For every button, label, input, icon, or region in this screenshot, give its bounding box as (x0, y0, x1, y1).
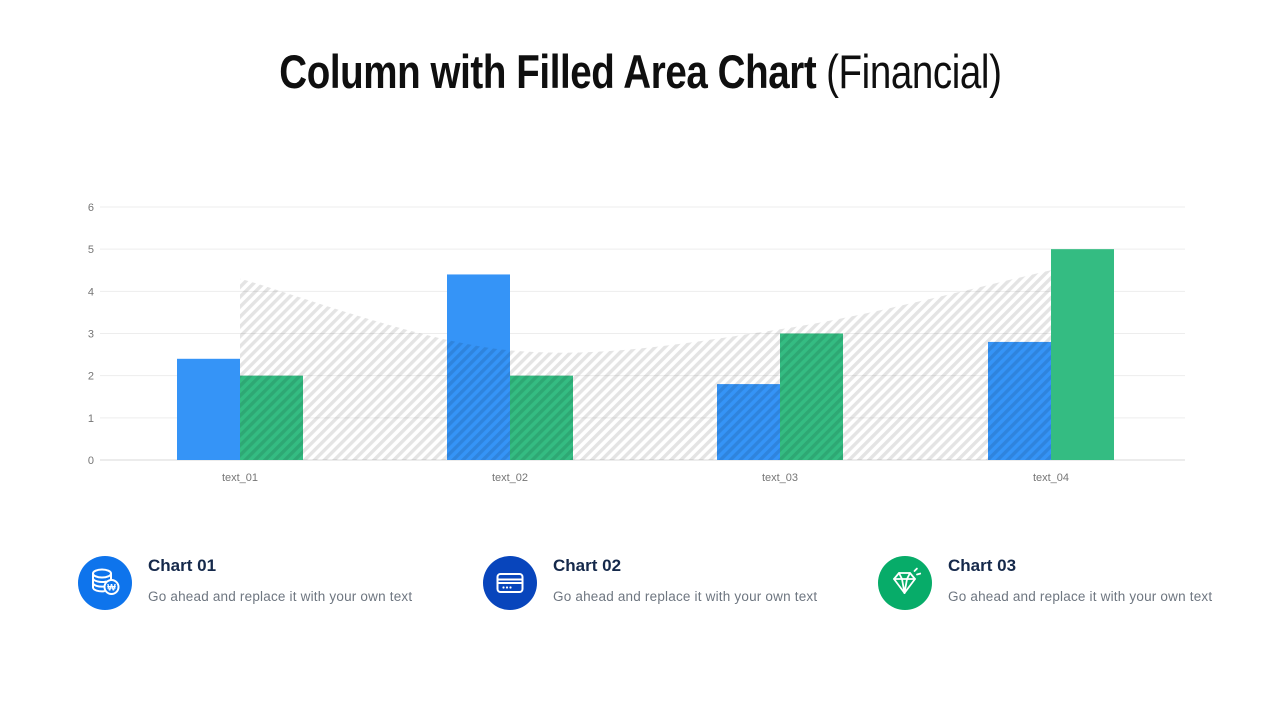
legend-item-description: Go ahead and replace it with your own te… (948, 589, 1213, 604)
page-title-suffix: (Financial) (825, 45, 1002, 98)
column-green-columns (1051, 249, 1114, 460)
x-category-label: text_04 (1033, 472, 1069, 484)
y-tick-label: 2 (88, 371, 94, 383)
filled-area-path (240, 270, 1051, 460)
coins-icon: ₩ (78, 556, 132, 610)
legend-item-title: Chart 01 (148, 556, 217, 575)
legend-item-title: Chart 02 (553, 556, 622, 575)
y-tick-label: 5 (88, 244, 94, 256)
y-tick-label: 1 (88, 413, 94, 425)
x-category-label: text_02 (492, 472, 528, 484)
diamond-icon (878, 556, 932, 610)
axis-labels: 0 1 2 3 4 5 6 text_01 text_02 text_03 text_04 (88, 202, 1069, 484)
chart-legend: ₩ Chart 01 Go ahead and replace it with … (0, 556, 1280, 616)
page-title: Column with Filled Area Chart (Financial) (0, 44, 1280, 99)
svg-text:₩: ₩ (107, 582, 116, 592)
y-tick-label: 4 (88, 286, 94, 298)
y-tick-label: 0 (88, 455, 94, 467)
column-blue-columns (177, 358, 240, 460)
credit-card-icon (483, 556, 537, 610)
legend-item-title: Chart 03 (948, 556, 1017, 575)
x-category-label: text_03 (762, 472, 798, 484)
y-tick-label: 3 (88, 328, 94, 340)
legend-item-description: Go ahead and replace it with your own te… (553, 589, 818, 604)
legend-item-chart-01: ₩ Chart 01 Go ahead and replace it with … (78, 556, 412, 610)
y-tick-label: 6 (88, 202, 94, 214)
legend-item-chart-03: Chart 03 Go ahead and replace it with yo… (878, 556, 1212, 610)
x-category-label: text_01 (222, 472, 258, 484)
column-area-chart: 0 1 2 3 4 5 6 text_01 text_02 text_03 text_04 (88, 202, 1185, 484)
page-title-main: Column with Filled Area Chart (278, 45, 816, 98)
filled-area (240, 270, 1051, 460)
legend-item-description: Go ahead and replace it with your own te… (148, 589, 413, 604)
legend-item-chart-02: Chart 02 Go ahead and replace it with yo… (483, 556, 817, 610)
